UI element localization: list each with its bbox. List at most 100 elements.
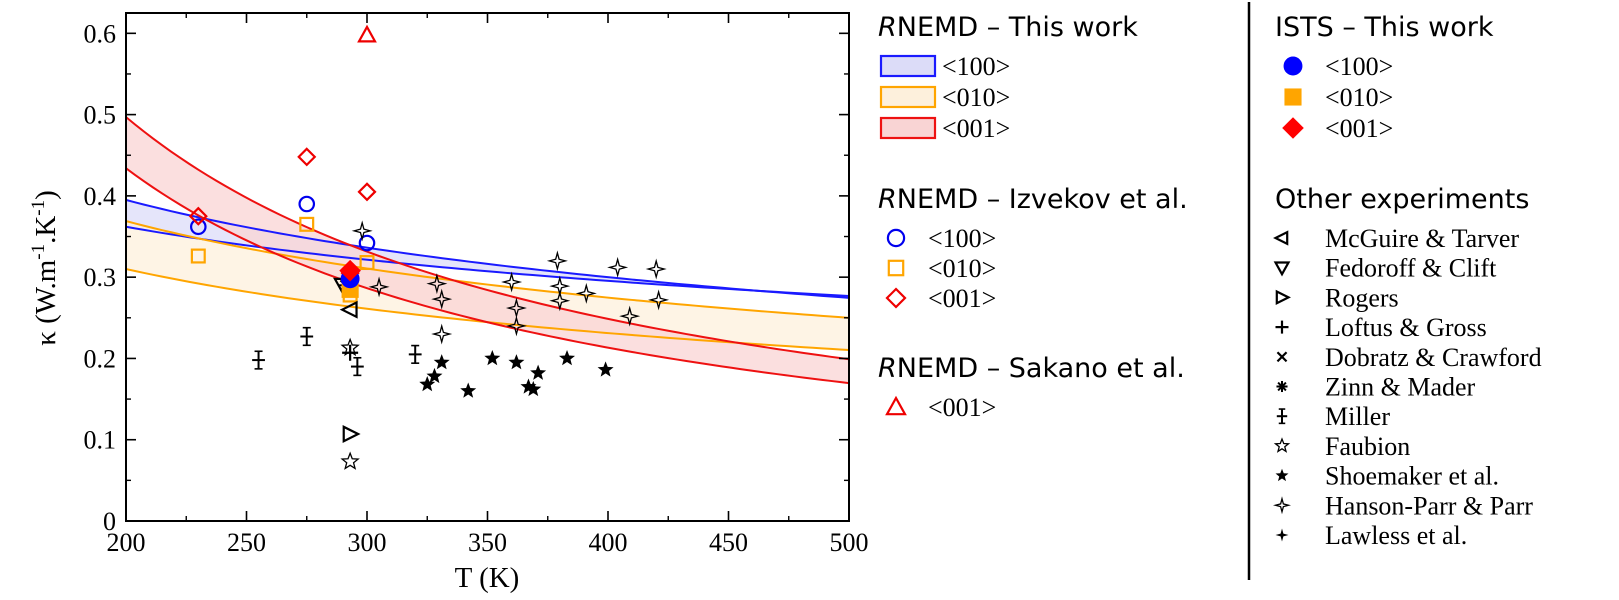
point-shoemaker-et-al [484, 350, 501, 366]
legend-marker-square-filled [1284, 88, 1302, 106]
point-izvekov-010 [359, 255, 375, 271]
legend-label: <010> [1325, 83, 1393, 112]
legend-marker-triangle-right-open [1275, 289, 1291, 306]
legend-marker-circle-open [886, 228, 906, 248]
point-shoemaker-et-al [525, 380, 542, 397]
point-izvekov-010 [299, 216, 315, 232]
x-tick-label: 250 [227, 528, 266, 557]
legend-label: <010> [928, 254, 996, 283]
point-shoemaker-et-al [460, 382, 477, 398]
point-sakano-001 [357, 24, 377, 43]
legend-title: Other experiments [1275, 184, 1529, 215]
legend-label: Hanson-Parr & Parr [1325, 491, 1533, 520]
point-miller [252, 350, 265, 370]
point-hanson-parr-parr [501, 271, 523, 293]
legend-label: Zinn & Mader [1325, 373, 1476, 402]
point-loftus-gross [342, 344, 359, 361]
legend-group-1: RNEMD – Izvekov et al. <100><010><001> [878, 184, 1188, 313]
point-ists-001 [339, 259, 361, 282]
y-tick-label: 0.1 [84, 426, 117, 455]
legend-label: Miller [1325, 402, 1390, 431]
legend-title: RNEMD – Sakano et al. [878, 353, 1185, 384]
y-tick-label: 0 [103, 507, 116, 536]
axes [125, 12, 850, 522]
point-shoemaker-et-al [426, 367, 443, 384]
point-shoemaker-et-al [419, 376, 436, 392]
point-hanson-parr-parr [368, 276, 390, 298]
plot-area: 200 250 300 350 400 450 500 0 0.1 0.2 0.3 0.4 0.5 0.6… [28, 12, 869, 594]
legend-label: <010> [942, 83, 1010, 112]
point-hanson-parr-parr [645, 258, 667, 280]
point-izvekov-100 [358, 234, 376, 252]
point-shoemaker-et-al [433, 354, 450, 370]
legend-label: <100> [1325, 52, 1393, 81]
legend-label: Rogers [1325, 283, 1399, 312]
legend-swatch-band [879, 116, 937, 140]
legend-label: <001> [928, 284, 996, 313]
tick-labels: 200 250 300 350 400 450 500 0 0.1 0.2 0.3 0.4 0.5 0.6 [84, 19, 869, 557]
band-layer [126, 116, 849, 385]
legend-marker-sparkle-filled [1275, 528, 1289, 542]
legend-marker-square-open [887, 259, 905, 277]
point-rogers [342, 425, 361, 444]
legend-label: Shoemaker et al. [1325, 462, 1499, 491]
legend-title-text: NEMD – Sakano et al. [897, 353, 1185, 384]
legend-marker-star-open [1273, 437, 1291, 453]
point-izvekov-100 [190, 218, 207, 236]
y-tick-label: 0.6 [84, 19, 117, 48]
point-shoemaker-et-al [508, 354, 525, 370]
y-axis-title-superscript: -1 [28, 244, 49, 260]
legend-marker-triangle-up-open [885, 395, 907, 416]
legend-marker-cross [1276, 351, 1288, 363]
legend-title-prefix: R [878, 353, 897, 384]
point-miller [350, 356, 364, 377]
point-shoemaker-et-al [530, 364, 547, 380]
legend-marker-triangle-left-open [1273, 230, 1289, 246]
legend-group-3: ISTS – This work <100><010><001> [1275, 12, 1494, 143]
point-hanson-parr-parr [431, 323, 453, 345]
x-tick-label: 450 [709, 528, 748, 557]
legend-label: Faubion [1325, 432, 1410, 461]
point-izvekov-100 [298, 195, 316, 213]
legend-label: <100> [942, 52, 1010, 81]
point-faubion [340, 451, 360, 470]
y-axis-title-superscript: -1 [28, 200, 49, 216]
point-hanson-parr-parr [426, 273, 448, 295]
legend-label: Loftus & Gross [1325, 313, 1487, 342]
y-tick-label: 0.3 [84, 263, 117, 292]
legend-label: <001> [942, 114, 1010, 143]
legend-group-0: RNEMD – This work <100><010><001> [878, 12, 1138, 143]
legend-title: RNEMD – This work [878, 12, 1138, 43]
legend-title: RNEMD – Izvekov et al. [878, 184, 1188, 215]
x-axis-title: T (K) [455, 562, 520, 594]
point-hanson-parr-parr [431, 288, 453, 310]
band-lower-line-0 [126, 225, 849, 298]
legend-swatch-band [879, 85, 937, 109]
legend-title-text: Other experiments [1275, 184, 1529, 215]
point-izvekov-001 [188, 206, 208, 226]
y-axis-title: κ (W.m-1.K-1) [28, 190, 62, 346]
point-faubion [340, 337, 360, 357]
point-hanson-parr-parr [351, 220, 373, 242]
legend-marker-plus [1275, 320, 1289, 334]
point-izvekov-001 [357, 182, 377, 202]
point-hanson-parr-parr [575, 282, 597, 304]
point-hanson-parr-parr [619, 305, 641, 327]
x-tick-label: 200 [107, 528, 146, 557]
y-tick-label: 0.4 [84, 182, 117, 211]
legend-marker-dagger [1276, 408, 1288, 425]
point-miller [408, 344, 422, 364]
y-axis-title-part: .K [30, 216, 62, 244]
point-shoemaker-et-al [597, 361, 614, 377]
legend-label: McGuire & Tarver [1325, 224, 1519, 253]
point-hanson-parr-parr [549, 290, 571, 312]
point-mcguire-tarver [339, 300, 358, 319]
x-tick-label: 300 [348, 528, 387, 557]
legend-marker-circle-filled [1283, 56, 1303, 76]
point-izvekov-001 [297, 147, 317, 167]
legend-label: <100> [928, 224, 996, 253]
legend-marker-triangle-down-open [1273, 261, 1291, 277]
legend-label: <001> [1325, 114, 1393, 143]
point-miller [300, 326, 314, 347]
point-shoemaker-et-al [559, 350, 576, 366]
